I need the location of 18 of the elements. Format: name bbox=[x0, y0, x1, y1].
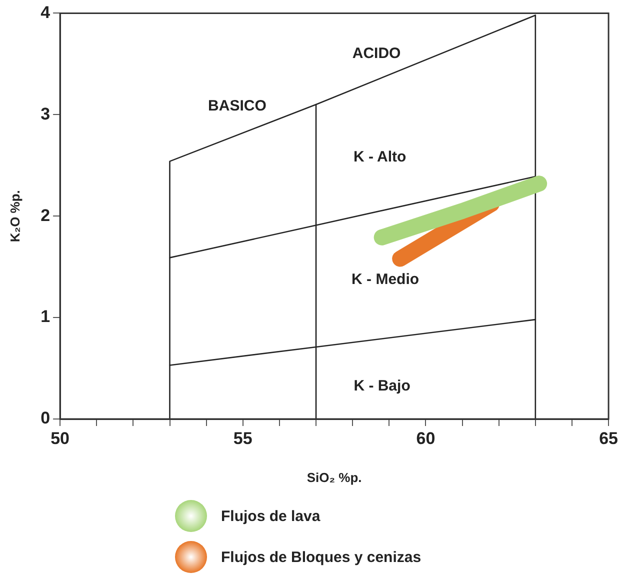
legend-label: Flujos de Bloques y cenizas bbox=[221, 548, 422, 566]
x-axis-title: SiO₂ %p. bbox=[306, 470, 362, 485]
y-tick-label: 0 bbox=[40, 408, 50, 428]
y-tick-label: 3 bbox=[40, 104, 50, 124]
annotation: K - Medio bbox=[352, 270, 420, 288]
annotation: K - Bajo bbox=[354, 378, 410, 395]
annotation: BASICO bbox=[208, 98, 267, 115]
y-tick-label: 1 bbox=[40, 307, 50, 326]
x-tick-label: 50 bbox=[50, 428, 70, 448]
y-axis-title: K₂O %p. bbox=[7, 190, 22, 242]
x-tick-label: 65 bbox=[599, 428, 618, 448]
y-tick-label: 4 bbox=[40, 2, 51, 22]
annotation: ACIDO bbox=[352, 44, 402, 62]
annotation: K - Alto bbox=[353, 148, 406, 166]
x-tick-label: 60 bbox=[416, 428, 436, 448]
x-tick-label: 55 bbox=[233, 428, 252, 448]
legend-label: Flujos de lava bbox=[221, 508, 320, 524]
y-tick-label: 2 bbox=[40, 206, 50, 225]
